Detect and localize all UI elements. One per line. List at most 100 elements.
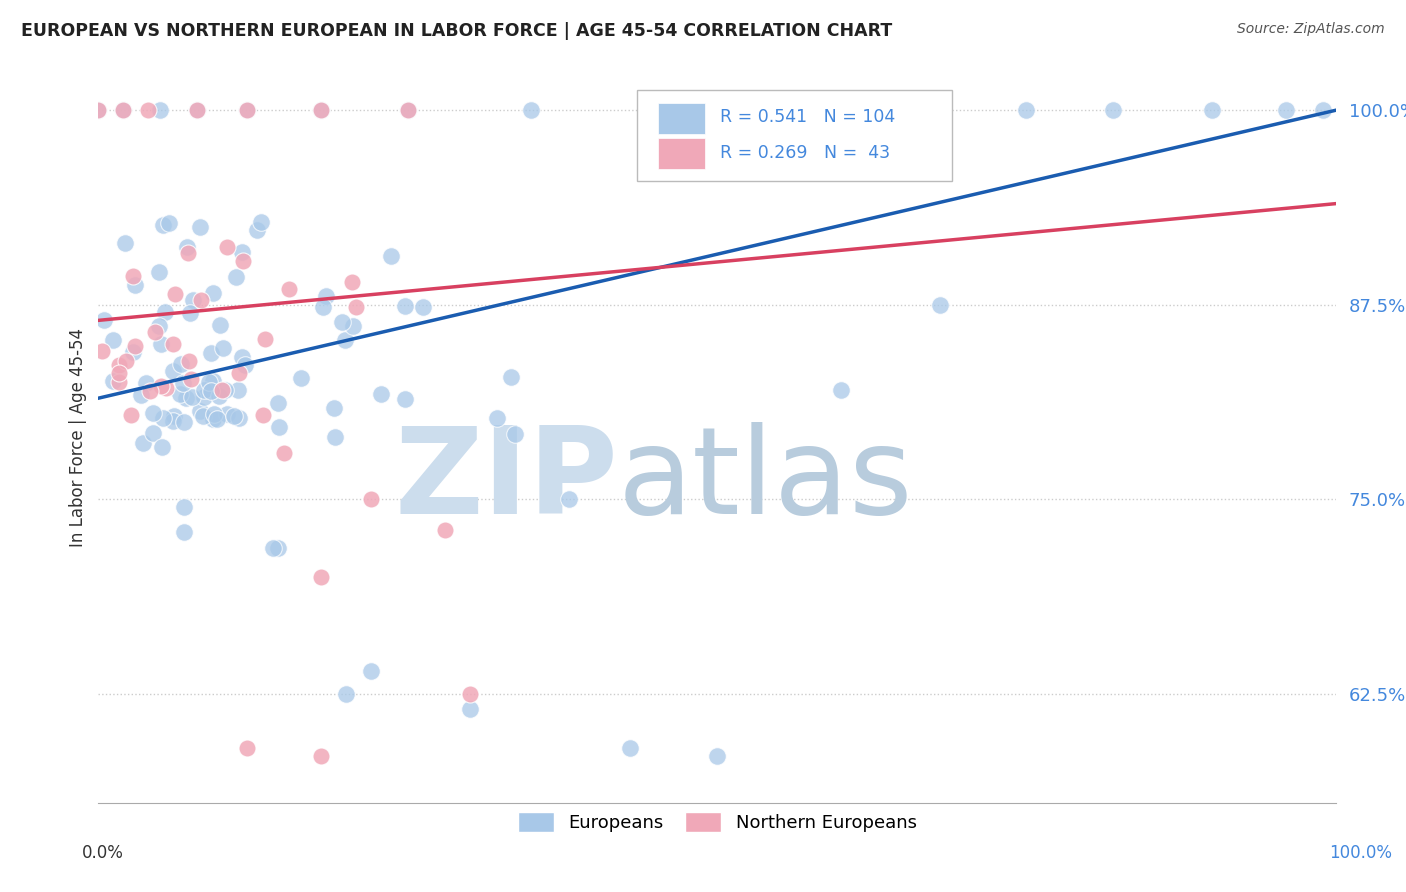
Point (214, 383, 236, 397)
Point (217, 407, 239, 421)
Point (233, 358, 256, 372)
Point (262, 541, 284, 555)
Legend: Europeans, Northern Europeans: Europeans, Northern Europeans (509, 804, 925, 841)
Point (335, 687, 357, 701)
Point (342, 319, 364, 334)
Point (370, 386, 392, 401)
Point (162, 414, 184, 428)
Point (107, 375, 129, 389)
Point (278, 282, 301, 296)
Point (333, 333, 356, 347)
Point (188, 404, 211, 418)
Point (520, 103, 543, 118)
Point (344, 300, 367, 314)
Point (193, 390, 215, 404)
Point (149, 103, 172, 118)
Point (236, 103, 259, 118)
Point (124, 277, 146, 292)
Point (254, 333, 277, 347)
Point (163, 286, 186, 301)
Point (176, 240, 198, 254)
Point (177, 354, 200, 368)
Point (193, 384, 215, 398)
Point (891, 103, 914, 118)
Point (114, 235, 136, 250)
Point (201, 285, 224, 300)
Point (1312, 103, 1334, 118)
Text: atlas: atlas (619, 423, 914, 540)
Point (231, 351, 253, 365)
Point (90, 344, 112, 359)
Point (150, 440, 173, 454)
Point (114, 353, 136, 368)
Point (135, 376, 157, 391)
Point (202, 407, 225, 421)
Text: 100.0%: 100.0% (1330, 844, 1392, 862)
Point (830, 384, 852, 398)
Point (181, 390, 204, 404)
Point (644, 103, 666, 118)
Point (211, 341, 233, 355)
Point (231, 245, 253, 260)
Point (311, 300, 333, 314)
Point (458, 687, 481, 701)
Point (139, 384, 162, 399)
Point (186, 103, 208, 118)
Point (706, 749, 728, 764)
Point (246, 223, 269, 237)
Point (222, 409, 245, 423)
Point (226, 384, 249, 398)
Point (202, 412, 225, 426)
Point (396, 103, 419, 118)
Point (148, 265, 170, 279)
Point (315, 289, 337, 303)
Point (250, 214, 273, 228)
Point (190, 293, 212, 307)
Text: ZIP: ZIP (394, 423, 619, 540)
Point (412, 301, 434, 315)
Point (501, 370, 523, 384)
Point (87, 103, 110, 118)
Point (162, 336, 184, 351)
Point (176, 391, 198, 405)
Point (267, 541, 290, 556)
Point (236, 741, 259, 756)
Point (215, 240, 238, 254)
Point (928, 298, 950, 312)
Point (325, 429, 347, 443)
Point (380, 249, 402, 263)
Point (122, 344, 145, 359)
Point (179, 305, 201, 319)
Point (173, 525, 195, 540)
Point (186, 103, 208, 118)
Point (768, 103, 790, 118)
Point (163, 409, 186, 423)
Point (202, 374, 225, 388)
Point (142, 425, 165, 440)
Text: R = 0.541   N = 104: R = 0.541 N = 104 (720, 109, 894, 127)
Bar (658, 103, 704, 134)
Point (208, 318, 231, 333)
Point (228, 366, 250, 380)
Point (170, 357, 193, 371)
Point (136, 103, 159, 118)
Point (87, 103, 110, 118)
Point (211, 384, 233, 398)
Point (309, 570, 332, 584)
Point (360, 664, 382, 678)
Point (152, 218, 174, 232)
Point (208, 389, 231, 403)
Point (150, 379, 173, 393)
Point (112, 103, 135, 118)
Point (236, 103, 259, 118)
Point (120, 408, 142, 422)
Point (152, 411, 174, 425)
Point (309, 103, 332, 118)
Point (267, 420, 290, 434)
Point (557, 492, 579, 507)
Point (228, 411, 250, 425)
Point (619, 741, 641, 756)
Point (191, 409, 214, 423)
Point (1015, 103, 1038, 118)
Point (103, 333, 125, 347)
